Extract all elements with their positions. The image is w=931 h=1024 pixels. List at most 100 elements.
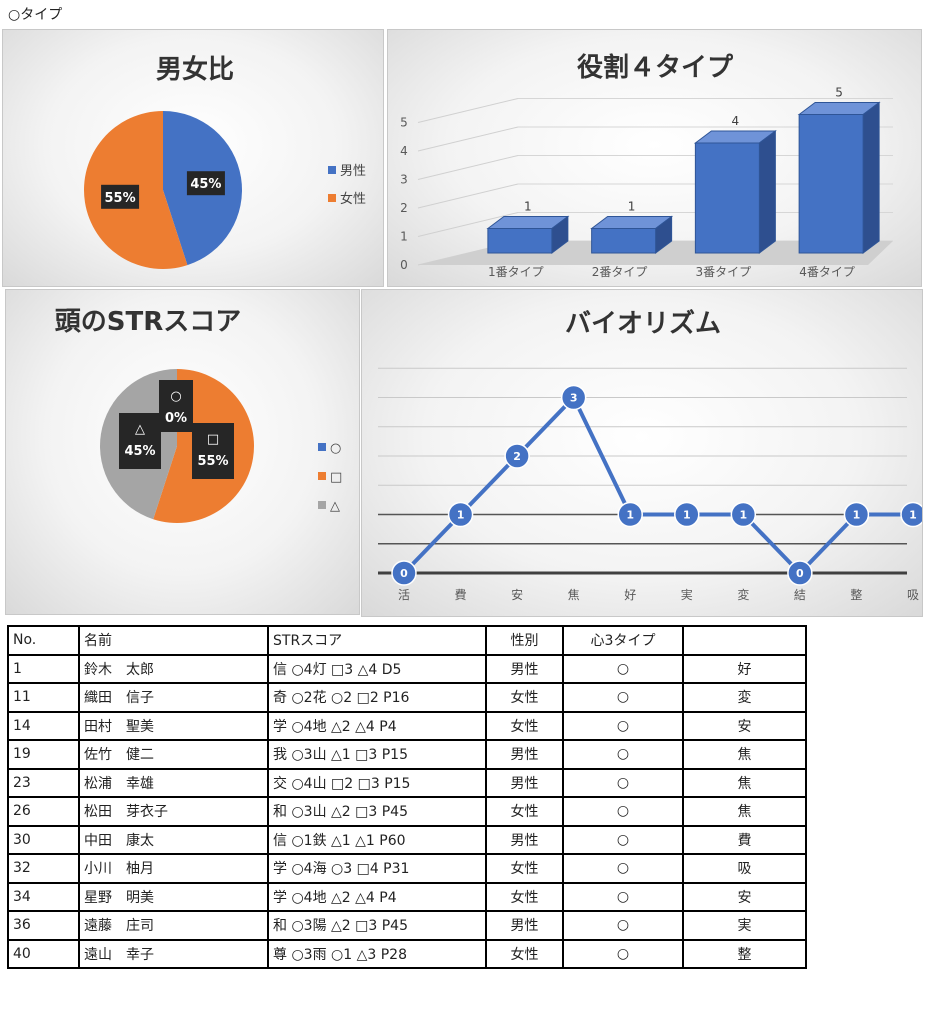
- x-tick-label: 4番タイプ: [799, 265, 855, 279]
- table-row: 40 遠山 幸子尊 ○3雨 ○1 △3 P28 女性 ○ 整: [7, 938, 807, 969]
- chart-title: バイオリズム: [565, 308, 721, 339]
- data-label-name: ○: [170, 389, 181, 404]
- data-point: [391, 560, 417, 586]
- table-cell: ○: [562, 682, 684, 713]
- gender-ratio-chart: 男女比 45% 男性 55% 女性: [2, 29, 384, 287]
- data-label: 1: [626, 509, 634, 522]
- table-cell: 男性: [485, 824, 564, 855]
- table-row: 14 田村 聖美学 ○4地 △2 △4 P4 女性 ○ 安: [7, 710, 807, 741]
- table-cell: 鈴木 太郎: [78, 653, 269, 684]
- table-row: 32 小川 柚月学 ○4海 ○3 □4 P31 女性 ○ 吸: [7, 853, 807, 884]
- data-label: 5: [835, 86, 843, 100]
- x-tick-label: 変: [737, 587, 749, 602]
- data-label: 1: [909, 509, 917, 522]
- data-label-box: [101, 184, 140, 209]
- table-cell: 織田 信子: [78, 682, 269, 713]
- table-cell: 学 ○4地 △2 △4 P4: [267, 881, 487, 912]
- table-cell: 34: [7, 881, 80, 912]
- x-tick-label: 費: [455, 587, 467, 602]
- table-cell: 1: [7, 653, 80, 684]
- data-point: [730, 501, 757, 528]
- role-types-chart: 役割４タイプ 0 1 2 3 4 5 1 1番タイプ 1 2番タイプ 4 3番タイプ 5 4番タイプ: [387, 29, 922, 287]
- data-point: [900, 501, 922, 528]
- table-row: 34 星野 明美学 ○4地 △2 △4 P4 女性 ○ 安: [7, 881, 807, 912]
- data-label: 1: [457, 509, 465, 522]
- table-cell: 松浦 幸雄: [78, 767, 269, 798]
- table-cell: 整: [682, 938, 807, 969]
- data-label: 1: [740, 509, 748, 522]
- y-tick-label: 4: [400, 144, 408, 158]
- page-label: ○タイプ: [8, 7, 63, 23]
- table-cell: 女性: [485, 853, 564, 884]
- data-label: 1: [628, 200, 636, 214]
- table-cell: ○: [562, 853, 684, 884]
- x-tick-label: 焦: [568, 588, 580, 602]
- x-tick-label: 3番タイプ: [696, 265, 752, 279]
- table-cell: 中田 康太: [78, 824, 269, 855]
- table-cell: ○: [562, 653, 684, 684]
- table-cell: 40: [7, 938, 80, 969]
- table-cell: ○: [562, 881, 684, 912]
- table-cell: ○: [562, 796, 684, 827]
- table-cell: 和 ○3山 △2 □3 P45: [267, 796, 487, 827]
- table-cell: 女性: [485, 796, 564, 827]
- table-cell: 遠藤 庄司: [78, 910, 269, 941]
- data-label: 1: [853, 509, 861, 522]
- table-cell: 32: [7, 853, 80, 884]
- table-cell: 36: [7, 910, 80, 941]
- y-tick-label: 3: [400, 173, 408, 187]
- table-cell: 我 ○3山 △1 □3 P15: [267, 739, 487, 770]
- data-label-box: [192, 423, 234, 479]
- table-cell: 男性: [485, 910, 564, 941]
- chart-title: 男女比: [156, 54, 234, 85]
- gridline-side: [417, 98, 519, 123]
- chart-title: 頭のSTRスコア: [55, 307, 241, 337]
- table-cell: ○: [562, 910, 684, 941]
- table-header-row: No. 名前 STRスコア 性別 心3タイプ: [7, 625, 807, 656]
- data-point: [617, 501, 643, 528]
- bar: [487, 228, 553, 254]
- table-cell: 学 ○4地 △2 △4 P4: [267, 710, 487, 741]
- data-point: [560, 384, 587, 411]
- series-line: [402, 394, 913, 576]
- data-label-box: [119, 413, 161, 469]
- data-label: 45%: [190, 177, 221, 192]
- data-label: 0%: [165, 411, 187, 426]
- table-cell: 女性: [485, 881, 564, 912]
- data-label: 0: [796, 567, 804, 580]
- legend-marker: [328, 166, 336, 174]
- data-point: [787, 560, 813, 586]
- gridline-side: [417, 126, 519, 152]
- data-point: [843, 501, 870, 528]
- table-cell: ○: [562, 938, 684, 969]
- table-row: 26 松田 芽衣子和 ○3山 △2 □3 P45 女性 ○ 焦: [7, 796, 807, 827]
- table-row: 30 中田 康太信 ○1鉄 △1 △1 P60 男性 ○ 費: [7, 824, 807, 855]
- legend-marker: [318, 472, 326, 480]
- data-label: 1: [524, 200, 532, 214]
- table-cell: 尊 ○3雨 ○1 △3 P28: [267, 938, 487, 969]
- data-label: 55%: [197, 454, 228, 469]
- data-label: 1: [683, 509, 691, 522]
- gridline-side: [417, 155, 519, 180]
- x-tick-label: 安: [511, 587, 523, 602]
- bar: [591, 228, 657, 254]
- table-cell: ○: [562, 824, 684, 855]
- table-cell: 女性: [485, 938, 564, 969]
- data-label-name: □: [207, 432, 219, 447]
- legend-marker: [318, 501, 326, 509]
- table-cell: 11: [7, 682, 80, 713]
- gridline-side: [417, 212, 519, 237]
- data-point: [447, 501, 474, 528]
- table-cell: 好: [682, 653, 807, 684]
- data-label: 0: [400, 567, 408, 580]
- member-table: No. 名前 STRスコア 性別 心3タイプ 1 鈴木 太郎信 ○4灯 □3 △4 D5 男性…: [7, 625, 807, 969]
- y-tick-label: 1: [400, 230, 408, 244]
- y-tick-label: 0: [400, 258, 408, 272]
- legend-marker: [328, 194, 336, 202]
- bar-side: [758, 130, 776, 254]
- table-cell: 実: [682, 910, 807, 941]
- table-cell: 焦: [682, 767, 807, 798]
- y-tick-label: 2: [400, 201, 408, 215]
- table-cell: 男性: [485, 767, 564, 798]
- table-cell: 30: [7, 824, 80, 855]
